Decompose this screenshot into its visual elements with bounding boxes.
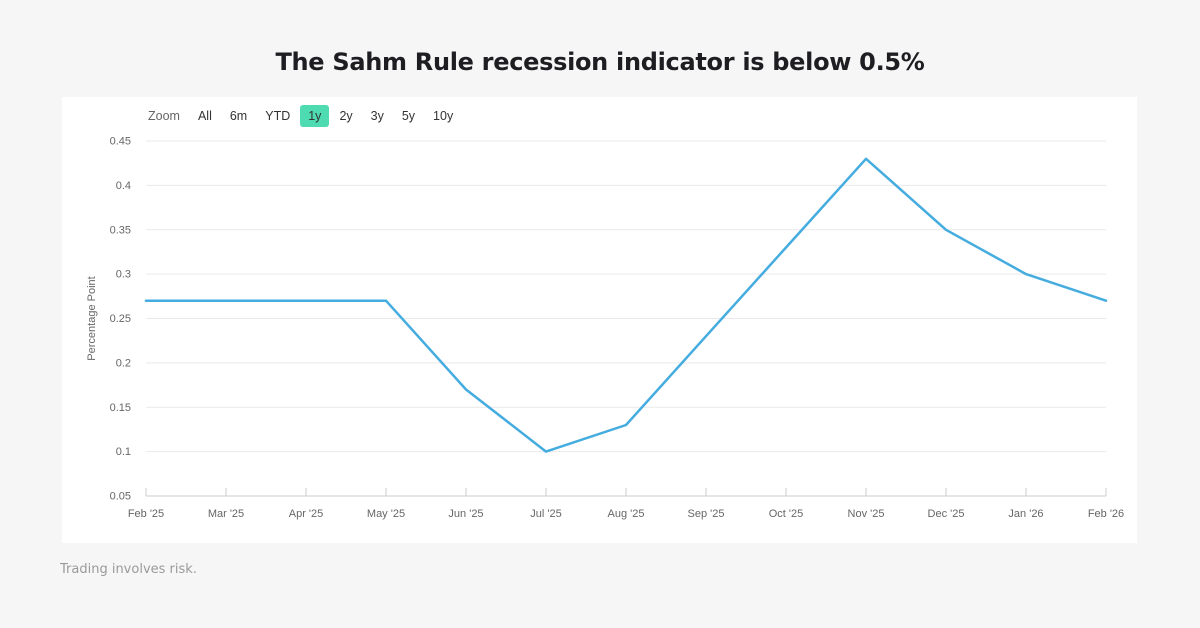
y-tick-label: 0.2 xyxy=(116,357,131,369)
y-tick-label: 0.3 xyxy=(116,269,131,281)
y-tick-label: 0.4 xyxy=(116,180,131,192)
y-axis-title: Percentage Point xyxy=(86,276,98,360)
series-line xyxy=(144,157,1108,453)
x-tick-label: Jan '26 xyxy=(1008,508,1043,520)
line-chart: 0.45 0.4 0.35 0.3 0.25 0.2 0.15 0.1 0.05 Feb '25 M… xyxy=(86,136,1124,521)
x-tick-label: Feb '26 xyxy=(1088,508,1124,520)
zoom-button-10y[interactable]: 10y xyxy=(425,105,461,127)
y-tick-label: 0.25 xyxy=(110,313,131,325)
y-tick-label: 0.1 xyxy=(116,446,131,458)
x-tick-label: Sep '25 xyxy=(688,508,725,520)
zoom-button-ytd[interactable]: YTD xyxy=(257,105,298,127)
zoom-button-3y[interactable]: 3y xyxy=(363,105,392,127)
x-tick-label: Jun '25 xyxy=(448,508,483,520)
x-tick-label: Dec '25 xyxy=(928,508,965,520)
x-tick-label: Feb '25 xyxy=(128,508,164,520)
y-tick-label: 0.35 xyxy=(110,224,131,236)
x-tick-label: Oct '25 xyxy=(769,508,804,520)
y-tick-label: 0.45 xyxy=(110,136,131,148)
chart-panel: Zoom All 6m YTD 1y 2y 3y 5y 10y 0.45 0.4 0… xyxy=(62,97,1137,543)
x-tick-label: Jul '25 xyxy=(530,508,561,520)
x-tick-label: Aug '25 xyxy=(608,508,645,520)
footer-disclaimer: Trading involves risk. xyxy=(60,562,197,577)
page-title: The Sahm Rule recession indicator is bel… xyxy=(275,48,925,76)
zoom-button-6m[interactable]: 6m xyxy=(222,105,255,127)
zoom-toolbar-label: Zoom xyxy=(148,109,180,123)
zoom-button-5y[interactable]: 5y xyxy=(394,105,423,127)
x-tick-label: Apr '25 xyxy=(289,508,324,520)
zoom-button-1y[interactable]: 1y xyxy=(300,105,330,127)
y-tick-label: 0.05 xyxy=(110,491,131,503)
zoom-button-all[interactable]: All xyxy=(190,105,220,127)
zoom-button-2y[interactable]: 2y xyxy=(331,105,360,127)
zoom-toolbar: Zoom All 6m YTD 1y 2y 3y 5y 10y xyxy=(148,105,461,127)
x-tick-label: Nov '25 xyxy=(848,508,885,520)
y-tick-label: 0.15 xyxy=(110,402,131,414)
x-tick-label: May '25 xyxy=(367,508,405,520)
x-tick-label: Mar '25 xyxy=(208,508,244,520)
